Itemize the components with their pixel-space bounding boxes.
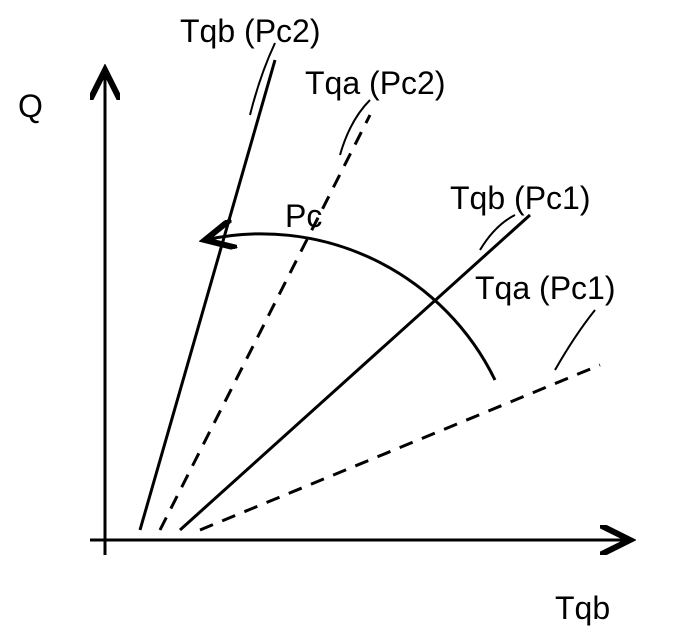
line-tqb-pc1 [180, 215, 530, 530]
tqa-pc1-label: Tqa (Pc1) [475, 270, 615, 307]
tqa-pc2-label: Tqa (Pc2) [305, 65, 445, 102]
line-tqb-pc2 [140, 60, 275, 530]
x-axis-label: Tqb [555, 590, 610, 627]
leader-l-tqa-pc1 [555, 310, 595, 370]
pc-label: Pc [285, 198, 322, 235]
y-axis-label: Q [18, 88, 43, 125]
line-tqa-pc1 [200, 365, 600, 530]
line-tqa-pc2 [160, 115, 370, 530]
tqb-pc2-label: Tqb (Pc2) [180, 13, 320, 50]
tqb-pc1-label: Tqb (Pc1) [450, 180, 590, 217]
leader-l-tqa-pc2 [340, 100, 370, 155]
axes [90, 70, 630, 555]
